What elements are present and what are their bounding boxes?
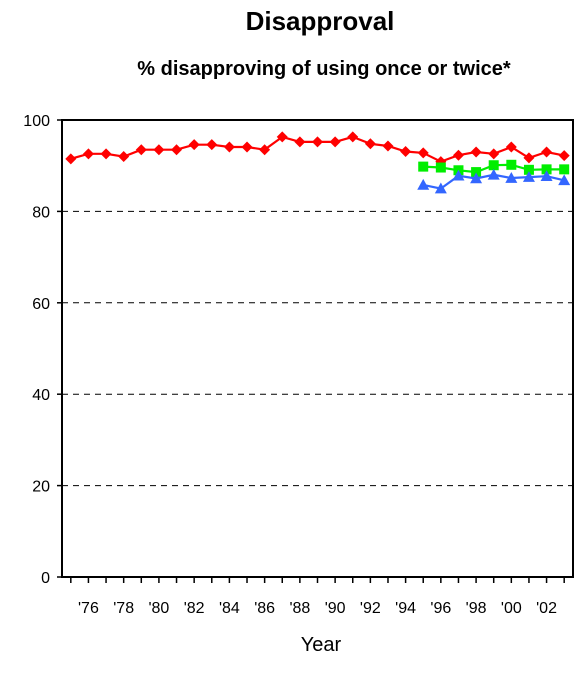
- data-point: [540, 170, 553, 182]
- x-tick-label: '86: [254, 600, 275, 617]
- x-axis-label: Year: [300, 634, 342, 656]
- x-tick-label: '98: [466, 600, 487, 617]
- y-tick-label: 80: [32, 204, 50, 221]
- data-point: [522, 171, 535, 182]
- data-point: [541, 146, 553, 158]
- data-point: [488, 148, 500, 160]
- data-point: [487, 168, 500, 180]
- data-point: [329, 136, 341, 148]
- data-point: [470, 172, 483, 184]
- x-tick-label: '92: [360, 600, 381, 617]
- chart-title: Disapproval: [245, 6, 395, 36]
- data-point: [347, 131, 359, 143]
- data-point: [382, 140, 394, 152]
- x-tick-label: '82: [184, 600, 205, 617]
- data-point: [452, 149, 464, 161]
- data-point: [223, 141, 235, 153]
- data-point: [100, 148, 112, 160]
- y-tick-label: 60: [32, 296, 50, 313]
- data-point: [118, 151, 130, 163]
- x-tick-label: '00: [501, 600, 522, 617]
- data-point: [65, 153, 77, 165]
- y-tick-label: 100: [23, 113, 50, 130]
- data-point: [505, 172, 518, 183]
- data-point: [294, 136, 306, 148]
- data-point: [188, 139, 200, 151]
- x-tick-label: '80: [148, 600, 169, 617]
- chart-subtitle: % disapproving of using once or twice*: [137, 58, 511, 80]
- data-point: [82, 148, 94, 160]
- data-point: [241, 141, 253, 153]
- data-point: [559, 164, 570, 175]
- data-point: [400, 146, 412, 158]
- data-point: [312, 136, 323, 148]
- y-tick-label: 40: [32, 387, 50, 404]
- data-point: [506, 159, 517, 170]
- x-tick-label: '02: [536, 600, 557, 617]
- data-point: [206, 139, 218, 151]
- data-point: [276, 131, 288, 143]
- data-point: [558, 174, 571, 186]
- y-tick-label: 0: [41, 570, 50, 587]
- data-point: [435, 162, 446, 173]
- data-point: [364, 138, 376, 150]
- x-tick-label: '90: [325, 600, 346, 617]
- x-tick-label: '94: [395, 600, 416, 617]
- data-point: [417, 178, 430, 190]
- data-point: [452, 169, 465, 181]
- x-tick-label: '96: [430, 600, 451, 617]
- x-tick-label: '88: [289, 600, 310, 617]
- data-point: [558, 150, 570, 162]
- data-point: [418, 161, 429, 172]
- data-point: [541, 164, 552, 175]
- data-point: [523, 152, 535, 164]
- data-point: [471, 167, 482, 178]
- data-point: [135, 144, 147, 156]
- data-point: [488, 160, 499, 171]
- data-point: [171, 144, 183, 156]
- data-point: [434, 182, 447, 194]
- y-tick-label: 20: [32, 479, 50, 496]
- plot-area: [61, 119, 574, 578]
- x-tick-label: '76: [78, 600, 99, 617]
- x-tick-label: '78: [113, 600, 134, 617]
- data-point: [417, 147, 429, 159]
- data-point: [523, 164, 534, 175]
- data-point: [470, 146, 482, 158]
- x-tick-label: '84: [219, 600, 240, 617]
- data-point: [505, 141, 517, 153]
- data-point: [153, 144, 165, 156]
- data-point: [259, 144, 271, 156]
